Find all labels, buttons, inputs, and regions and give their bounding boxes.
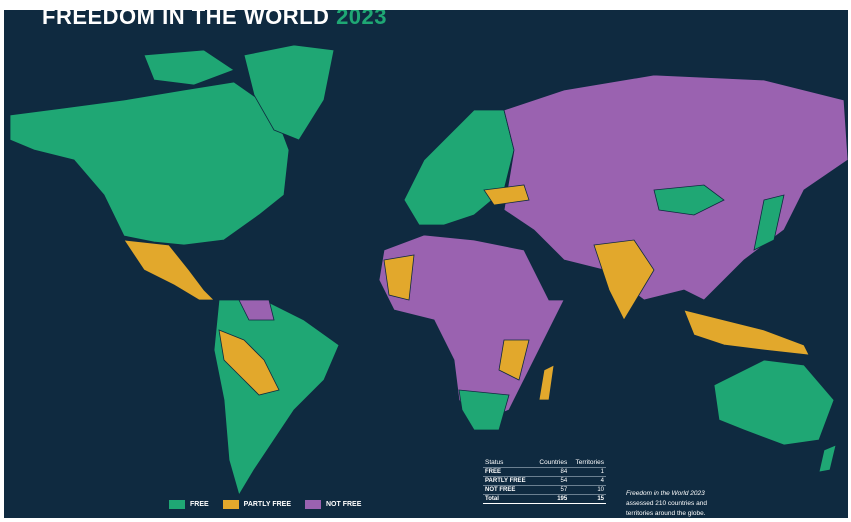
legend-item: NOT FREE	[305, 500, 361, 509]
legend-swatch	[169, 500, 185, 509]
madagascar	[538, 364, 555, 401]
world-map	[9, 44, 848, 496]
note-line: assessed 210 countries and	[626, 500, 707, 507]
legend-swatch	[305, 500, 321, 509]
north-america	[9, 81, 290, 246]
note-line: territories around the globe.	[626, 510, 706, 517]
southeast-asia	[683, 309, 810, 356]
title-text: FREEDOM IN THE WORLD	[42, 10, 330, 29]
legend-label: NOT FREE	[326, 501, 362, 508]
status-table: Status Countries Territories FREE 84 1 PARTLY …	[483, 458, 606, 504]
title-year: 2023	[336, 10, 388, 29]
table-row: Total 195 15	[483, 494, 606, 504]
legend-label: PARTLY FREE	[243, 501, 291, 508]
new-zealand	[818, 444, 837, 473]
table-cell: Countries	[533, 458, 570, 468]
note-title: Freedom in the World 2023	[626, 490, 705, 497]
australia	[713, 359, 835, 446]
table-cell: 1	[569, 467, 606, 477]
ukraine	[483, 184, 530, 206]
table-row: FREE 84 1	[483, 467, 606, 477]
legend-swatch	[222, 500, 239, 509]
greenland	[243, 44, 335, 141]
table-row: PARTLY FREE 54 4	[483, 476, 606, 486]
south-america	[213, 299, 340, 496]
table-cell: 84	[533, 467, 570, 477]
table-cell: PARTLY FREE	[483, 476, 534, 486]
andes-partly-free	[218, 329, 280, 396]
table-cell: 4	[569, 476, 606, 486]
table-cell: 195	[533, 494, 570, 504]
table-cell: 54	[533, 476, 570, 486]
legend-item: PARTLY FREE	[222, 500, 291, 509]
west-africa	[383, 254, 415, 301]
table-cell: Status	[483, 458, 534, 468]
venezuela	[238, 299, 275, 321]
table-cell: Total	[483, 494, 534, 504]
table-cell: 57	[533, 485, 570, 495]
table-row: Status Countries Territories	[483, 458, 606, 468]
japan	[753, 194, 785, 251]
table-cell: NOT FREE	[483, 485, 534, 495]
note: Freedom in the World 2023 assessed 210 c…	[626, 489, 707, 518]
legend: FREE PARTLY FREE NOT FREE	[169, 500, 361, 509]
table-cell: 15	[569, 494, 606, 504]
central-america	[123, 239, 215, 301]
map-frame: FREEDOM IN THE WORLD 2023 FREE PARTLY FRE…	[4, 10, 848, 518]
table-cell: 10	[569, 485, 606, 495]
legend-item: FREE	[169, 500, 209, 509]
legend-label: FREE	[190, 501, 209, 508]
southern-africa	[458, 389, 510, 431]
india	[593, 239, 655, 321]
table-row: NOT FREE 57 10	[483, 485, 606, 495]
map-title: FREEDOM IN THE WORLD 2023	[42, 10, 387, 30]
europe	[403, 109, 515, 226]
arctic-islands	[143, 49, 235, 86]
east-africa	[498, 339, 530, 381]
mongolia	[653, 184, 725, 216]
table-cell: FREE	[483, 467, 534, 477]
table-cell: Territories	[569, 458, 606, 468]
